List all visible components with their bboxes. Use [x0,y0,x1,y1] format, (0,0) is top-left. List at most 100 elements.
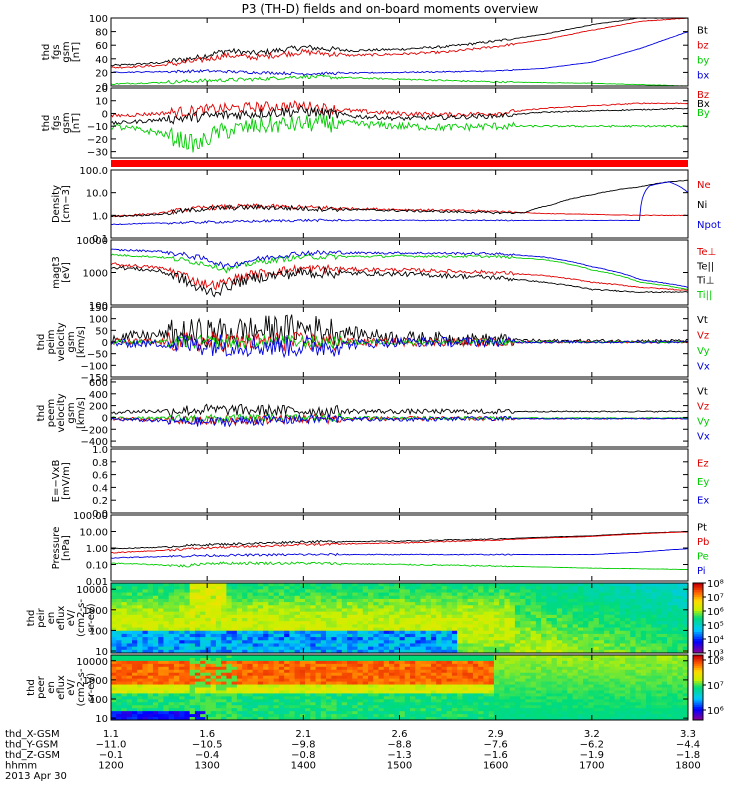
x-axis-value: 1300 [194,761,219,772]
legend-p5-Vt: Vt [697,315,708,326]
legend-p4-Te⊥: Te⊥ [696,247,716,258]
x-axis-value: −1.6 [484,750,508,761]
series-p4-Te⊥ [111,263,688,290]
y-tick-label: 0.2 [92,496,108,507]
colorbar-tick-label: 10⁷ [707,681,724,692]
x-axis-value: −9.8 [291,740,315,751]
x-axis-row-label: hhmm [5,761,37,772]
panel-frame [111,240,688,305]
y-axis-label: [nT] [71,42,82,62]
y-tick-label: 100 [89,315,108,326]
y-tick-label: 20 [95,84,108,95]
series-p3-Ni [111,180,688,217]
legend-p3-Ni: Ni [697,200,707,211]
legend-p1-Bt: Bt [697,26,708,37]
y-tick-label: 0.6 [92,471,108,482]
series-p3-Npot [111,182,688,225]
legend-p8-Pt: Pt [697,522,707,533]
x-axis-row-label: thd_Y-GSM [5,740,58,751]
x-axis-value: 1200 [98,761,123,772]
panel-p8: 100.0010.001.000.100.01Pressure[nPa]PtPb… [51,511,709,588]
series-p4-Ti|| [111,254,688,289]
y-tick-label: 10 [95,97,108,108]
y-tick-label: 60 [95,41,108,52]
y-tick-label: 200 [89,402,108,413]
y-axis-label: [nPa] [61,535,72,561]
y-axis-label: [eV] [61,262,72,283]
x-axis-value: 2.6 [392,729,408,740]
legend-p8-Pi: Pi [697,566,706,577]
x-axis-value: −1.9 [580,750,604,761]
quality-flag-bar [111,160,688,167]
legend-p6-Vy: Vy [697,417,710,428]
y-tick-label: −50 [87,350,108,361]
y-tick-label: 10.0 [86,189,108,200]
y-tick-label: −20 [87,135,108,146]
colorbar-tick-label: 10⁸ [707,656,724,667]
series-p2-Bz [111,101,688,117]
y-tick-label: 40 [95,55,108,66]
legend-p1-bx: bx [697,71,709,82]
panel-frame [111,170,688,238]
legend-p4-Te||: Te|| [696,261,714,272]
x-axis-value: −0.4 [195,750,219,761]
x-axis-value: −7.6 [484,740,508,751]
x-axis-value: 3.3 [680,729,696,740]
y-tick-label: 0 [102,338,108,349]
y-axis-label: [mV/m] [61,462,72,500]
x-axis-value: −0.8 [291,750,315,761]
y-tick-label: 0.4 [92,483,108,494]
legend-p7-Ex: Ex [697,496,709,507]
legend-p3-Ne: Ne [697,180,711,191]
y-tick-label: 0.10 [86,561,108,572]
y-axis-label: [km/s] [76,326,87,358]
legend-p6-Vt: Vt [697,387,708,398]
legend-p6-Vz: Vz [697,402,709,413]
figure-title: P3 (TH-D) fields and on-board moments ov… [242,2,539,16]
y-tick-label: 10000 [76,585,108,596]
series-p1-bx [111,32,688,75]
x-axis-value: −1.8 [676,750,700,761]
legend-p8-Pb: Pb [697,537,709,548]
y-tick-label: 0 [102,109,108,120]
y-tick-label: 150 [89,303,108,314]
x-axis-value: −6.2 [580,740,604,751]
legend-p1-bz: bz [697,41,709,52]
y-tick-label: 10000 [76,657,108,668]
x-axis-value: −1.3 [387,750,411,761]
y-tick-label: −10 [87,122,108,133]
y-tick-label: 10.00 [79,528,108,539]
date-label: 2013 Apr 30 [5,771,67,782]
legend-p5-Vy: Vy [697,346,710,357]
y-tick-label: 1.0 [92,211,108,222]
colorbar-tick-label: 10⁶ [707,607,724,618]
series-p6-Vx [111,414,688,426]
y-axis-label: [cm−3] [61,185,72,223]
y-tick-label: 100.0 [79,166,108,177]
colorbar-tick-label: 10⁸ [707,579,724,590]
x-axis-value: −10.5 [192,740,223,751]
colorbar-tick-label: 10⁴ [707,635,724,646]
panel-frame [111,449,688,513]
legend-p4-Ti||: Ti|| [696,290,712,301]
series-p1-bz [111,18,688,68]
x-axis-value: 3.2 [584,729,600,740]
x-axis-value: 1.1 [103,729,119,740]
y-tick-label: 50 [95,326,108,337]
x-axis-value: 1600 [483,761,508,772]
y-tick-label: 10 [95,714,108,725]
x-axis-value: 2.9 [488,729,504,740]
y-tick-label: 1000 [83,269,108,280]
y-tick-label: 400 [89,390,108,401]
legend-p4-Ti⊥: Ti⊥ [696,276,714,287]
legend-p5-Vz: Vz [697,330,709,341]
y-tick-label: 20 [95,68,108,79]
y-tick-label: 100.00 [73,511,108,522]
